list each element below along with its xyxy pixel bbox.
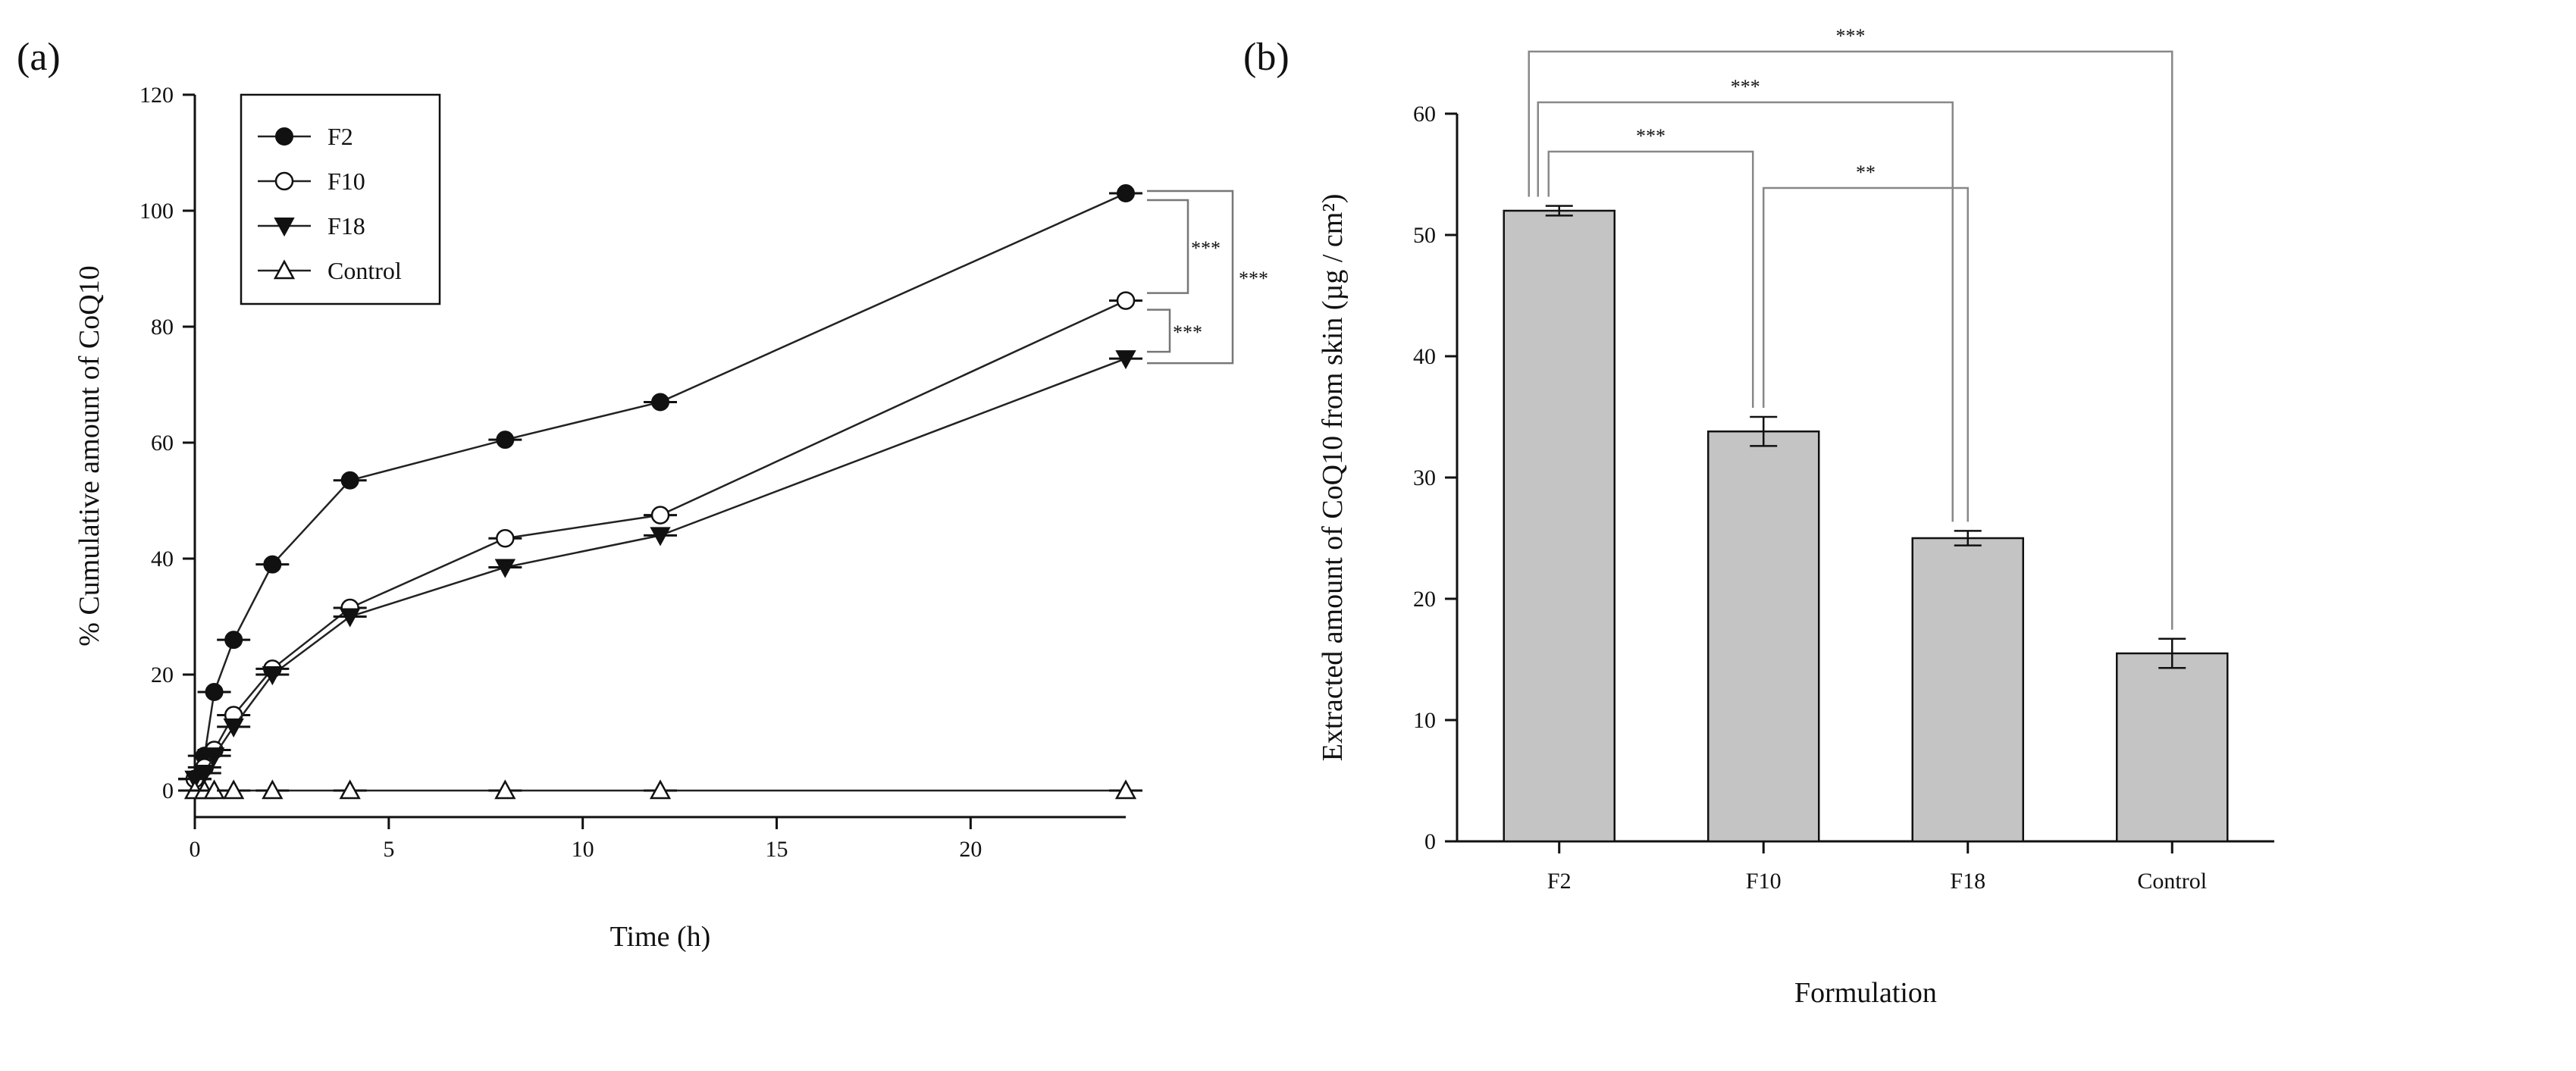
bracket-a-2 bbox=[1147, 189, 1234, 365]
point-f10-8 bbox=[1116, 291, 1136, 310]
sig-label-a-1: *** bbox=[1173, 321, 1202, 343]
point-control-8 bbox=[1114, 779, 1137, 800]
bar-f18 bbox=[1911, 537, 2024, 843]
legend-marker-f10 bbox=[274, 171, 294, 191]
chart-a: (a) 0 20 40 60 80 100 120 0 5 10 15 20 Time (h) % Cumu… bbox=[17, 36, 1268, 953]
bracket-b-3 bbox=[1763, 186, 1969, 522]
x-tick-label-b-control: Control bbox=[2137, 869, 2207, 894]
sig-label-b-3: ** bbox=[1856, 161, 1876, 183]
point-control-5 bbox=[339, 779, 361, 800]
y-tick-label-b-60: 60 bbox=[1413, 102, 1436, 127]
legend-marker-f2 bbox=[275, 127, 293, 146]
y-tick-label-a-40: 40 bbox=[151, 546, 174, 572]
x-tick-label-a-5: 5 bbox=[383, 837, 394, 862]
bracket-b-1 bbox=[1537, 101, 1954, 522]
point-control-6 bbox=[494, 779, 516, 800]
sig-label-b-0: *** bbox=[1836, 25, 1866, 47]
x-axis-label-b: Formulation bbox=[1794, 977, 1937, 1009]
chart-b: (b) 0 10 20 30 40 50 60 F2 F10 F18 Control Formulati… bbox=[1243, 25, 2274, 1009]
bracket-a-1 bbox=[1147, 308, 1171, 353]
y-axis-label-b: Extracted amount of CoQ10 from skin (µg … bbox=[1317, 194, 1349, 762]
x-tick-label-a-10: 10 bbox=[572, 837, 594, 862]
point-f18-8 bbox=[1115, 350, 1136, 370]
point-control-7 bbox=[649, 779, 672, 800]
y-tick-label-a-120: 120 bbox=[139, 83, 174, 108]
point-control-4 bbox=[262, 779, 284, 800]
y-tick-label-b-20: 20 bbox=[1413, 587, 1436, 612]
point-control-3 bbox=[223, 779, 245, 800]
legend-a: F2 F10 F18 Control bbox=[240, 93, 441, 305]
x-axis-label-a: Time (h) bbox=[610, 921, 711, 953]
sig-label-b-2: *** bbox=[1636, 125, 1666, 147]
series-f18 bbox=[178, 350, 1142, 790]
x-tick-label-a-20: 20 bbox=[959, 837, 982, 862]
point-f18-5 bbox=[339, 608, 361, 628]
point-f2-5 bbox=[340, 471, 359, 490]
y-tick-label-a-20: 20 bbox=[151, 662, 174, 687]
bracket-b-2 bbox=[1547, 150, 1754, 408]
point-f10-7 bbox=[650, 506, 670, 525]
panel-label-a: (a) bbox=[17, 36, 61, 79]
series-control bbox=[178, 779, 1142, 800]
y-tick-label-a-100: 100 bbox=[139, 199, 174, 224]
x-tick-label-a-0: 0 bbox=[190, 837, 201, 862]
point-f18-6 bbox=[494, 559, 516, 578]
x-tick-label-b-f2: F2 bbox=[1547, 869, 1572, 894]
point-f2-2 bbox=[205, 682, 224, 701]
legend-label-control: Control bbox=[327, 257, 402, 284]
y-axis-label-a: % Cumulative amount of CoQ10 bbox=[74, 265, 105, 646]
point-f2-3 bbox=[224, 631, 243, 650]
legend-label-f2: F2 bbox=[327, 123, 353, 150]
point-f18-4 bbox=[262, 666, 284, 686]
point-f2-6 bbox=[496, 431, 515, 449]
bar-f10 bbox=[1707, 430, 1820, 843]
y-tick-label-a-0: 0 bbox=[162, 778, 174, 803]
bar-f2 bbox=[1503, 209, 1615, 843]
bar-control bbox=[2116, 652, 2229, 843]
y-tick-label-b-50: 50 bbox=[1413, 223, 1436, 248]
point-f18-3 bbox=[223, 718, 244, 737]
point-f18-7 bbox=[650, 527, 671, 546]
point-f2-8 bbox=[1117, 184, 1135, 203]
significance-b: *********** bbox=[1528, 25, 2173, 630]
y-tick-label-b-0: 0 bbox=[1424, 829, 1436, 854]
legend-marker-control bbox=[273, 259, 296, 280]
legend-box-a bbox=[240, 93, 441, 305]
sig-label-b-1: *** bbox=[1731, 76, 1760, 98]
point-f2-7 bbox=[651, 393, 669, 412]
y-tick-label-b-10: 10 bbox=[1413, 708, 1436, 733]
bracket-a-0 bbox=[1147, 199, 1189, 294]
y-tick-label-a-60: 60 bbox=[151, 431, 174, 456]
point-f18-1 bbox=[194, 765, 215, 784]
y-tick-label-a-80: 80 bbox=[151, 315, 174, 340]
x-tick-label-a-15: 15 bbox=[766, 837, 788, 862]
line-f18 bbox=[194, 357, 1127, 780]
point-f18-2 bbox=[203, 747, 225, 767]
legend-label-f10: F10 bbox=[327, 168, 365, 195]
panel-label-b: (b) bbox=[1243, 36, 1290, 79]
y-tick-label-b-40: 40 bbox=[1413, 344, 1436, 369]
legend-marker-f18 bbox=[274, 218, 295, 237]
bracket-b-0 bbox=[1528, 50, 2173, 630]
sig-label-a-2: *** bbox=[1239, 268, 1268, 290]
legend-label-f18: F18 bbox=[327, 212, 365, 240]
point-f10-6 bbox=[496, 528, 515, 548]
sig-label-a-0: *** bbox=[1191, 237, 1221, 259]
x-tick-label-b-f18: F18 bbox=[1950, 869, 1985, 894]
significance-a: *** *** *** bbox=[1147, 189, 1268, 365]
y-tick-label-b-30: 30 bbox=[1413, 465, 1436, 490]
x-tick-label-b-f10: F10 bbox=[1746, 869, 1782, 894]
point-f2-4 bbox=[263, 555, 282, 574]
